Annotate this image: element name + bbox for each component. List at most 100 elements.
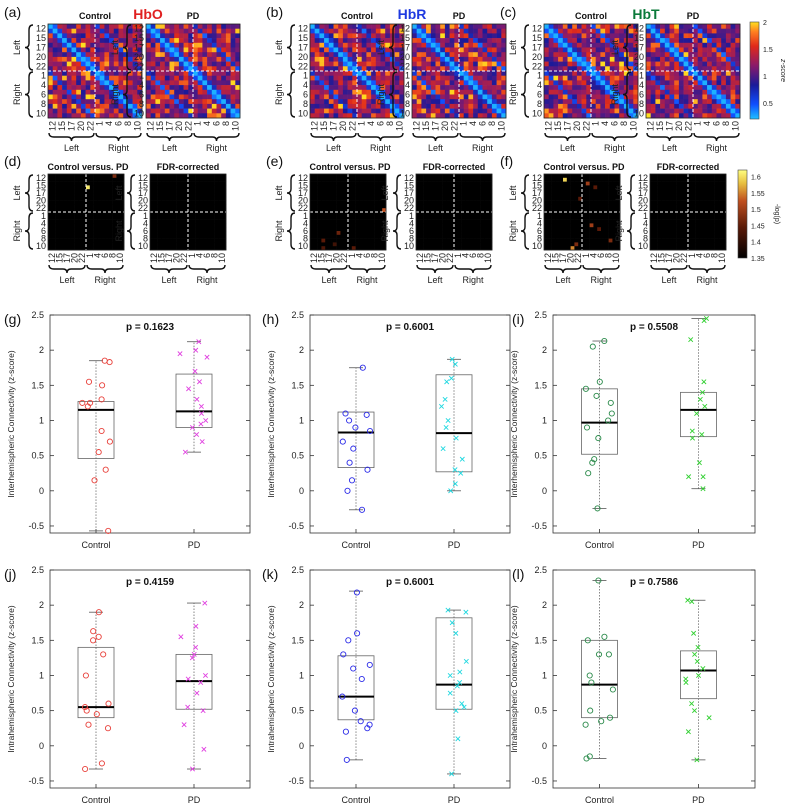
matrix-cell [468, 61, 474, 67]
matrix-cell [650, 94, 656, 100]
matrix-cell [153, 234, 158, 239]
matrix-cell [678, 89, 684, 95]
matrix-cell [222, 219, 227, 224]
matrix-cell [333, 24, 339, 29]
matrix-cell [716, 33, 722, 39]
matrix-cell [572, 108, 578, 114]
matrix-border [309, 23, 405, 119]
matrix-cell [442, 208, 447, 213]
matrix-cell [416, 219, 421, 224]
col-tick-label: 1 [581, 253, 591, 258]
matrix-cell [697, 66, 703, 72]
matrix-cell [218, 215, 223, 220]
matrix-cell [469, 215, 474, 220]
col-tick-label: 8 [108, 253, 118, 258]
matrix-cell [310, 33, 315, 39]
matrix-cell [319, 42, 325, 48]
matrix-cell [51, 181, 56, 186]
matrix-cell [660, 75, 666, 81]
matrix-cell [230, 94, 236, 100]
matrix-cell [394, 56, 400, 62]
matrix-cell [476, 231, 481, 236]
matrix-cell [57, 33, 63, 39]
matrix-cell [378, 227, 383, 232]
matrix-cell [321, 204, 326, 209]
matrix-cell [93, 234, 98, 239]
matrix-cell [385, 99, 391, 105]
matrix-cell [595, 24, 601, 29]
matrix-cell [127, 52, 133, 58]
matrix-cell [183, 113, 189, 119]
matrix-cell [355, 212, 360, 217]
matrix-cell [657, 193, 662, 198]
matrix-cell [435, 193, 440, 198]
matrix-cell [735, 42, 741, 48]
matrix-cell [199, 177, 204, 182]
matrix-cell [697, 113, 703, 119]
matrix-cell [342, 33, 348, 39]
matrix-cell [161, 174, 166, 179]
matrix-cell [108, 177, 113, 182]
matrix-cell [586, 75, 592, 81]
matrix-cell [344, 246, 349, 251]
matrix-cell [468, 33, 474, 39]
matrix-cell [310, 42, 315, 48]
matrix-cell [721, 47, 727, 53]
matrix-cell [310, 38, 315, 44]
matrix-cell [97, 193, 102, 198]
matrix-cell [367, 212, 372, 217]
matrix-cell [197, 71, 203, 76]
matrix-cell [218, 196, 223, 201]
matrix-cell [199, 238, 204, 243]
matrix-cell [328, 80, 334, 86]
matrix-cell [216, 103, 222, 109]
matrix-cell [585, 189, 590, 194]
matrix-cell [193, 33, 198, 39]
matrix-cell [484, 215, 489, 220]
matrix-cell [707, 94, 713, 100]
col-group-right: Right [196, 275, 218, 285]
left-group-brace [544, 132, 591, 142]
matrix-cell [730, 47, 736, 53]
matrix-cell [348, 208, 353, 213]
col-tick-label: 1 [193, 121, 203, 126]
matrix-cell [440, 89, 446, 95]
matrix-cell [553, 80, 559, 86]
matrix-cell [735, 61, 741, 67]
matrix-cell [711, 56, 717, 62]
row-tick-label: 15 [634, 33, 644, 43]
matrix-cell [440, 33, 446, 39]
col-tick-label: 22 [77, 253, 87, 263]
matrix-cell [203, 227, 208, 232]
matrix-cell [105, 234, 110, 239]
matrix-cell [431, 196, 436, 201]
matrix-cell [628, 71, 634, 76]
matrix-cell [609, 94, 615, 100]
matrix-cell [351, 238, 356, 243]
matrix-cell [51, 200, 56, 205]
matrix-cell [718, 189, 723, 194]
matrix-cell [718, 193, 723, 198]
matrix-cell [585, 196, 590, 201]
matrix-cell [222, 242, 227, 247]
matrix-cell [218, 200, 223, 205]
matrix-cell [661, 189, 666, 194]
matrix-cell [375, 33, 381, 39]
matrix-cell [591, 52, 596, 58]
matrix-cell [469, 246, 474, 251]
matrix-cell [90, 108, 96, 114]
matrix-cell [328, 103, 334, 109]
matrix-cell [623, 24, 629, 29]
matrix-cell [697, 28, 703, 34]
matrix-cell [375, 47, 381, 53]
matrix-cell [394, 24, 400, 29]
matrix-cell [735, 66, 741, 72]
matrix-cell [338, 24, 344, 29]
matrix-cell [169, 234, 174, 239]
matrix-cell [438, 242, 443, 247]
matrix-cell [67, 177, 72, 182]
matrix-cell [454, 223, 459, 228]
row-tick-label: 12 [36, 173, 46, 183]
matrix-border [645, 23, 741, 119]
matrix-cell [176, 181, 181, 186]
